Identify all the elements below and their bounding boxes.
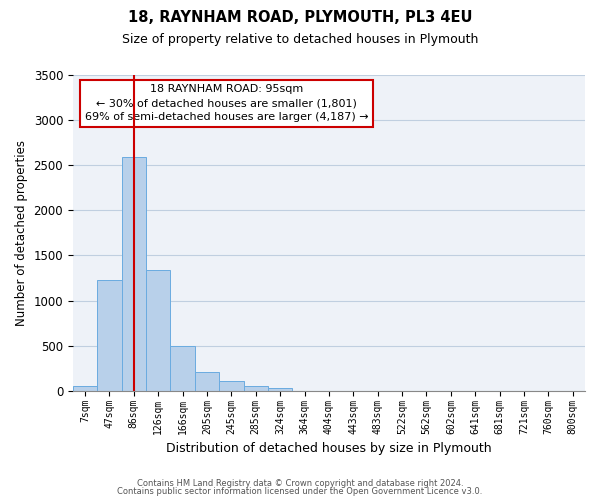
Text: Contains public sector information licensed under the Open Government Licence v3: Contains public sector information licen… — [118, 487, 482, 496]
Text: Size of property relative to detached houses in Plymouth: Size of property relative to detached ho… — [122, 32, 478, 46]
Bar — [219, 381, 244, 391]
Text: 18, RAYNHAM ROAD, PLYMOUTH, PL3 4EU: 18, RAYNHAM ROAD, PLYMOUTH, PL3 4EU — [128, 10, 472, 25]
Bar — [146, 270, 170, 391]
Bar — [73, 386, 97, 391]
Bar — [170, 346, 195, 391]
Text: Contains HM Land Registry data © Crown copyright and database right 2024.: Contains HM Land Registry data © Crown c… — [137, 478, 463, 488]
Bar — [97, 280, 122, 391]
Bar — [244, 386, 268, 391]
Bar — [195, 372, 219, 391]
Bar — [122, 157, 146, 391]
Bar — [268, 388, 292, 391]
Y-axis label: Number of detached properties: Number of detached properties — [15, 140, 28, 326]
Text: 18 RAYNHAM ROAD: 95sqm
← 30% of detached houses are smaller (1,801)
69% of semi-: 18 RAYNHAM ROAD: 95sqm ← 30% of detached… — [85, 84, 368, 122]
X-axis label: Distribution of detached houses by size in Plymouth: Distribution of detached houses by size … — [166, 442, 492, 455]
